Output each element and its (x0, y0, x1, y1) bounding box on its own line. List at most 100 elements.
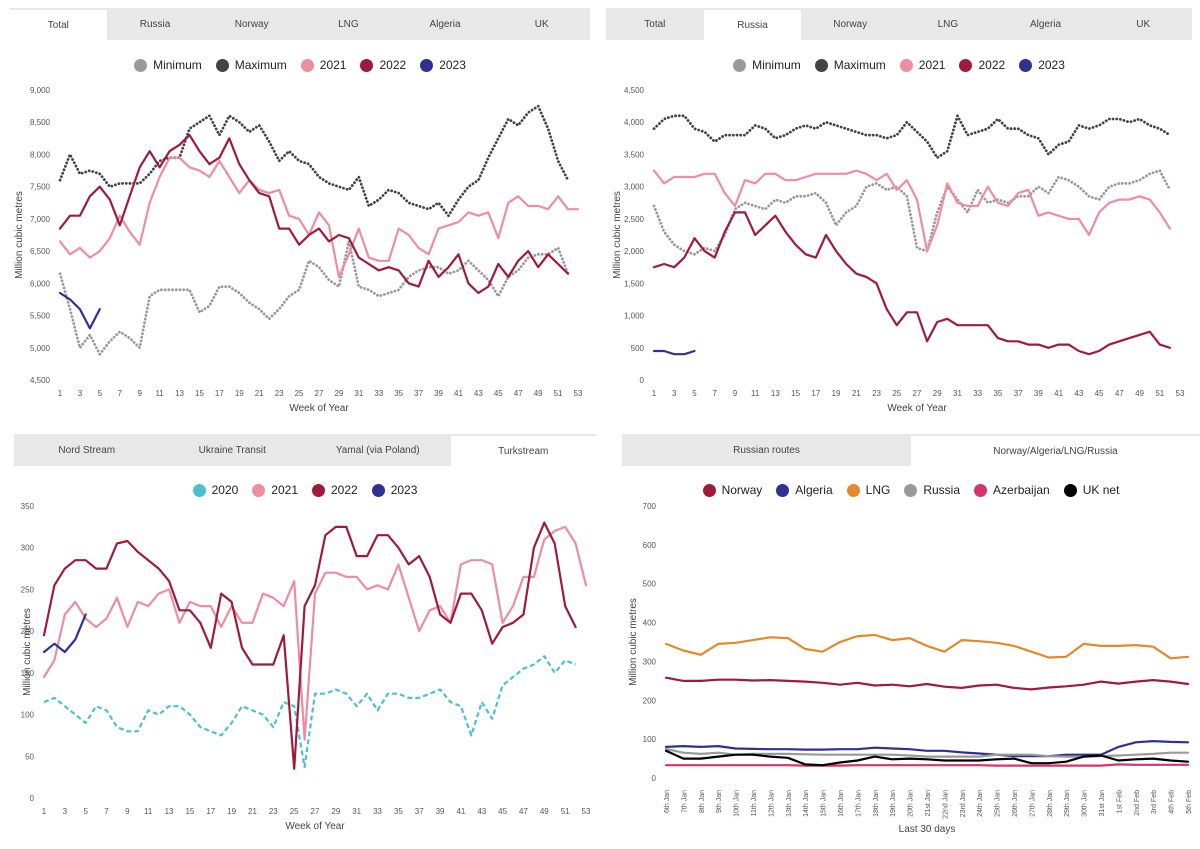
x-tick-label: 5 (98, 389, 103, 398)
tab-algeria[interactable]: Algeria (1029, 18, 1062, 30)
series-line-azerbaijan[interactable] (664, 763, 1190, 767)
legend-item-2022[interactable]: 2022 (312, 483, 358, 497)
x-tick-label: 28th Jan (1047, 790, 1054, 817)
tab-norway-algeria-lng-russia[interactable]: Norway/Algeria/LNG/Russia (911, 436, 1200, 466)
series-line-maximum[interactable] (652, 114, 1172, 160)
series-line-uk-net[interactable] (664, 749, 1190, 767)
y-tick-label: 500 (631, 344, 645, 353)
tab-nord-stream[interactable]: Nord Stream (58, 444, 116, 456)
legend-item-algeria[interactable]: Algeria (776, 483, 833, 497)
tab-total[interactable]: Total (644, 18, 666, 30)
x-tick-label: 33 (973, 389, 982, 398)
series-line-2023[interactable] (652, 349, 696, 356)
series-line-maximum[interactable] (58, 104, 570, 218)
legend-item-2023[interactable]: 2023 (420, 58, 466, 72)
panel-total: Total Russia Norway LNG Algeria UK Minimum Max… (10, 8, 590, 420)
x-tick-label: 15th Jan (821, 790, 828, 817)
x-tick-label: 37 (415, 807, 424, 816)
tab-ukraine-transit[interactable]: Ukraine Transit (198, 444, 266, 456)
series-line-2022[interactable] (42, 521, 577, 770)
series-line-lng[interactable] (664, 633, 1190, 660)
tab-lng[interactable]: LNG (338, 18, 359, 30)
y-tick-label: 2,000 (624, 247, 645, 256)
y-tick-label: 700 (643, 502, 657, 511)
series-line-minimum[interactable] (58, 239, 570, 356)
series-line-minimum[interactable] (652, 169, 1172, 256)
legend-item-2021[interactable]: 2021 (252, 483, 298, 497)
series-line-norway[interactable] (664, 676, 1190, 691)
x-tick-label: 31 (953, 389, 962, 398)
x-tick-label: 19th Jan (890, 790, 897, 817)
x-tick-label: 30th Jan (1082, 790, 1089, 817)
tab-uk[interactable]: UK (534, 18, 549, 30)
legend-item-2020[interactable]: 2020 (192, 483, 238, 497)
panel-russia: Total Russia Norway LNG Algeria UK Minimum Max… (606, 8, 1192, 420)
series-line-2021[interactable] (58, 156, 580, 278)
legend-item-minimum[interactable]: Minimum (733, 58, 801, 72)
x-tick-label: 11 (751, 389, 760, 398)
series-line-2021[interactable] (42, 525, 588, 741)
y-tick-label: 4,500 (624, 86, 645, 95)
x-tick-label: 39 (436, 807, 445, 816)
x-tick-label: 8th Jan (699, 790, 706, 813)
tab-russia[interactable]: Russia (139, 18, 171, 30)
legend-item-2023[interactable]: 2023 (371, 483, 417, 497)
x-tick-label: 33 (374, 389, 383, 398)
y-tick-label: 7,000 (30, 215, 51, 224)
x-tick-label: 10th Jan (734, 790, 741, 817)
legend-item-uk-net[interactable]: UK net (1063, 483, 1119, 497)
legend-marker (371, 483, 385, 497)
series-line-2022[interactable] (652, 211, 1172, 356)
legend-item-2023[interactable]: 2023 (1019, 58, 1065, 72)
chart-sources: 0 100 200 300 400 500 600 700 6th Jan 7th Jan 8th … (628, 502, 1193, 835)
tab-turkstream[interactable]: Turkstream (450, 436, 596, 466)
legend-item-2022[interactable]: 2022 (360, 58, 406, 72)
legend-item-maximum[interactable]: Maximum (215, 58, 287, 72)
legend-label: 2022 (331, 483, 358, 497)
x-tick-label: 43 (474, 389, 483, 398)
legend-item-minimum[interactable]: Minimum (134, 58, 202, 72)
y-tick-label: 1,000 (624, 312, 645, 321)
x-tick-label: 1 (652, 389, 657, 398)
tab-yamal-via-poland[interactable]: Yamal (via Poland) (335, 444, 420, 456)
series-line-2020[interactable] (43, 655, 577, 769)
tab-lng[interactable]: LNG (937, 18, 959, 30)
series-line-2021[interactable] (652, 169, 1172, 253)
x-axis-label: Last 30 days (899, 824, 956, 835)
x-tick-label: 29th Jan (1064, 790, 1071, 817)
y-tick-label: 300 (643, 657, 657, 666)
tab-total[interactable]: Total (10, 10, 107, 40)
series-line-2023[interactable] (58, 291, 101, 330)
y-tick-label: 50 (25, 752, 34, 761)
tab-uk[interactable]: UK (1136, 18, 1151, 30)
legend-item-norway[interactable]: Norway (702, 483, 762, 497)
x-tick-label: 31st Jan (1099, 790, 1106, 817)
series-line-2022[interactable] (58, 133, 570, 295)
legend-marker (814, 58, 828, 72)
legend-item-2022[interactable]: 2022 (959, 58, 1005, 72)
tab-russia[interactable]: Russia (703, 10, 802, 40)
x-tick-label: 19 (235, 389, 244, 398)
tab-norway[interactable]: Norway (234, 18, 269, 30)
tab-russian-routes[interactable]: Russian routes (733, 444, 800, 456)
legend-item-lng[interactable]: LNG (846, 483, 890, 497)
legend-label: Russia (923, 483, 961, 497)
legend-item-2021[interactable]: 2021 (899, 58, 945, 72)
x-tick-label: 13 (165, 807, 174, 816)
tab-bar: Total Russia Norway LNG Algeria UK (606, 8, 1192, 40)
series-line-2023[interactable] (42, 613, 87, 654)
tab-algeria[interactable]: Algeria (429, 18, 461, 30)
x-tick-label: 53 (582, 807, 591, 816)
x-tick-label: 21 (248, 807, 257, 816)
x-tick-label: 23 (872, 389, 881, 398)
x-tick-label: 49 (540, 807, 549, 816)
x-tick-label: 41 (454, 389, 463, 398)
x-tick-label: 41 (456, 807, 465, 816)
x-tick-label: 9th Jan (716, 790, 723, 813)
legend-item-2021[interactable]: 2021 (300, 58, 346, 72)
tab-norway[interactable]: Norway (833, 18, 868, 30)
x-tick-label: 25 (290, 807, 299, 816)
legend-item-maximum[interactable]: Maximum (814, 58, 886, 72)
legend-item-azerbaijan[interactable]: Azerbaijan (974, 483, 1050, 497)
legend-item-russia[interactable]: Russia (904, 483, 960, 497)
